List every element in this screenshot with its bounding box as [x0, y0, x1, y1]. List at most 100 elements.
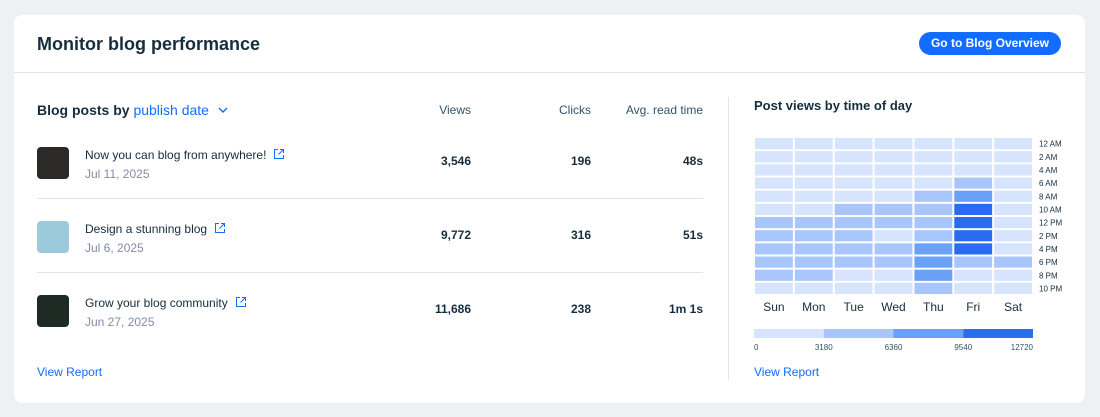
legend-segment — [823, 329, 894, 338]
heatmap-cell — [914, 269, 953, 281]
column-label: Fri — [966, 300, 980, 314]
heatmap-cell — [994, 203, 1032, 215]
column-label: Tue — [844, 300, 865, 314]
heatmap-cell — [994, 282, 1032, 294]
heatmap-cell — [954, 203, 993, 215]
heatmap-cell — [755, 256, 793, 268]
heatmap-cell — [994, 243, 1032, 255]
card: Monitor blog performance Go to Blog Over… — [14, 15, 1085, 403]
heading-prefix: Blog posts by — [37, 102, 130, 118]
cell: 1m 1s — [668, 302, 703, 316]
column-header: Views — [439, 103, 471, 117]
heatmap-cell — [954, 230, 993, 242]
post-title[interactable]: Now you can blog from anywhere! — [85, 148, 285, 162]
heatmap-cell — [794, 164, 833, 176]
heatmap-cell — [755, 138, 793, 150]
overview-button[interactable]: Go to Blog Overview — [918, 32, 1061, 55]
heatmap-cell — [755, 177, 793, 189]
column-label: Mon — [802, 300, 825, 314]
heatmap-cell — [794, 151, 833, 163]
heatmap-cell — [994, 230, 1032, 242]
heatmap-cell — [794, 177, 833, 189]
row-label: 2 PM — [1039, 232, 1058, 241]
row-label: 10 PM — [1039, 284, 1062, 293]
heatmap-cell — [834, 164, 873, 176]
legend-segment — [754, 329, 824, 338]
row-label: 4 PM — [1039, 245, 1058, 254]
column-label: Sun — [763, 300, 784, 314]
heatmap-cell — [994, 138, 1032, 150]
heatmap-cell — [794, 243, 833, 255]
heatmap-cell — [994, 269, 1032, 281]
heatmap-cell — [874, 243, 913, 255]
chevron — [218, 107, 228, 113]
post-date: Jul 6, 2025 — [85, 241, 144, 255]
heatmap-cell — [834, 217, 873, 229]
row-label: 8 AM — [1039, 192, 1058, 201]
external-link-icon[interactable] — [214, 222, 226, 234]
heatmap-cell — [834, 203, 873, 215]
cell: 9,772 — [440, 228, 471, 242]
external-link-icon[interactable] — [235, 296, 247, 308]
heatmap-cell — [914, 190, 953, 202]
heatmap-cell — [874, 230, 913, 242]
heatmap-cell — [874, 190, 913, 202]
heatmap-cell — [914, 138, 953, 150]
heatmap: 12 AM 2 AM 4 AM 6 AM 8 AM 10 AM 12 PM 2 PM 4 PM 6… — [754, 138, 1062, 352]
heatmap-cell — [834, 282, 873, 294]
heatmap-cell — [914, 217, 953, 229]
legend-segment — [963, 329, 1033, 338]
heatmap-cell — [954, 151, 993, 163]
heatmap-cell — [994, 164, 1032, 176]
heatmap-cell — [994, 177, 1032, 189]
legend-tick-label: 6360 — [885, 343, 903, 352]
post-date: Jul 11, 2025 — [85, 167, 150, 181]
heatmap-cell — [994, 217, 1032, 229]
heatmap-cell — [794, 230, 833, 242]
view-report-link[interactable]: View Report — [754, 365, 820, 379]
heatmap-cell — [954, 243, 993, 255]
legend-tick-label: 3180 — [815, 343, 833, 352]
row-label: 6 PM — [1039, 258, 1058, 267]
heatmap-cell — [874, 282, 913, 294]
external-link-icon[interactable] — [273, 148, 285, 160]
legend-tick-label: 0 — [754, 343, 759, 352]
heatmap-cell — [834, 190, 873, 202]
heatmap-cell — [954, 138, 993, 150]
row-label: 2 AM — [1039, 153, 1058, 162]
post-title[interactable]: Design a stunning blog — [85, 222, 226, 236]
heatmap-cell — [794, 138, 833, 150]
heatmap-cell — [755, 190, 793, 202]
heatmap-cell — [914, 164, 953, 176]
heatmap-cell — [994, 151, 1032, 163]
heatmap-cell — [755, 164, 793, 176]
legend-tick-label: 9540 — [954, 343, 972, 352]
heatmap-cell — [755, 243, 793, 255]
cell: 196 — [570, 154, 591, 168]
heatmap-cell — [954, 269, 993, 281]
card-title: Monitor blog performance — [37, 34, 261, 54]
heatmap-cell — [755, 217, 793, 229]
view-report-link[interactable]: View Report — [37, 365, 103, 379]
row-label: 12 PM — [1039, 219, 1062, 228]
heatmap-cell — [755, 230, 793, 242]
heatmap-cell — [794, 269, 833, 281]
row-label: 8 PM — [1039, 271, 1058, 280]
row-separator — [37, 272, 703, 273]
heatmap-cell — [755, 269, 793, 281]
heatmap-cell — [994, 256, 1032, 268]
post-title[interactable]: Grow your blog community — [85, 296, 247, 310]
heatmap-cell — [954, 217, 993, 229]
divider — [14, 72, 1085, 73]
column-label: Sat — [1004, 300, 1023, 314]
row-label: 6 AM — [1039, 179, 1058, 188]
heatmap-cell — [954, 164, 993, 176]
sort-dropdown[interactable]: publish date — [133, 102, 209, 118]
column-header: Clicks — [559, 103, 591, 117]
heatmap-cell — [794, 256, 833, 268]
thumbnail — [37, 147, 69, 179]
heatmap-cell — [834, 256, 873, 268]
thumbnail — [37, 295, 69, 327]
heatmap-cell — [914, 282, 953, 294]
